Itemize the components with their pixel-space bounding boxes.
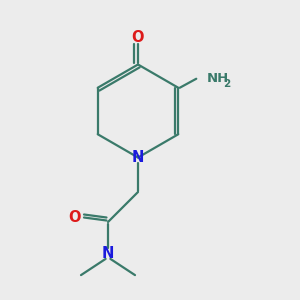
Text: NH: NH bbox=[207, 72, 229, 85]
Text: O: O bbox=[68, 210, 81, 225]
Text: O: O bbox=[132, 30, 144, 45]
Text: N: N bbox=[102, 246, 114, 261]
Text: 2: 2 bbox=[223, 79, 230, 89]
Text: N: N bbox=[132, 150, 144, 165]
